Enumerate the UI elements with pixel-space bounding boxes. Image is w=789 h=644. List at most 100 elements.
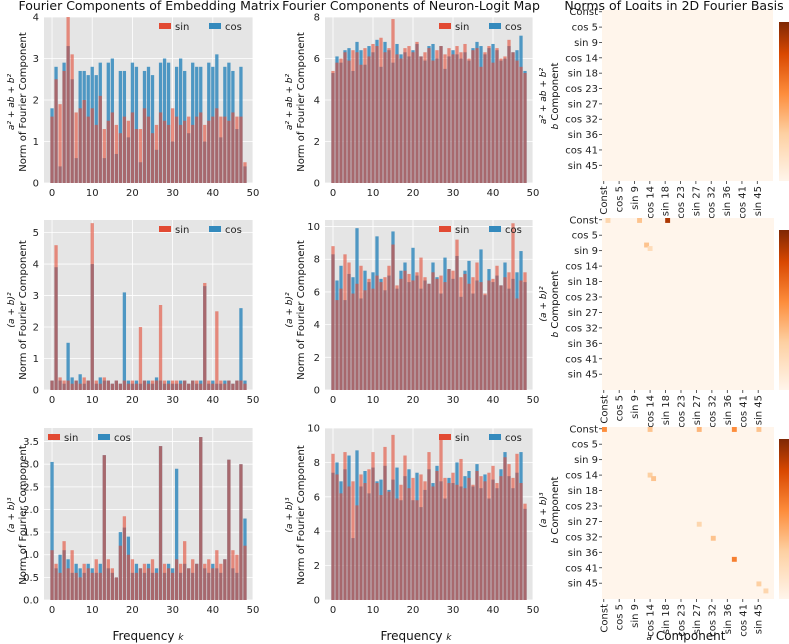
bar-sin <box>78 383 82 390</box>
bar-sin <box>199 437 203 600</box>
row-label: a² + ab + b² <box>285 74 295 131</box>
bar-sin <box>343 452 347 600</box>
x-tick-label: 20 <box>407 605 420 616</box>
bar-sin <box>243 162 247 183</box>
bar-sin <box>235 380 239 390</box>
bar-sin <box>399 58 403 183</box>
bar-sin <box>114 577 118 600</box>
bar-sin <box>195 380 199 390</box>
heat-x-tick-label: Const <box>599 604 610 633</box>
bar-cos <box>150 75 155 183</box>
bar-sin <box>463 273 467 390</box>
bar-sin <box>134 383 139 390</box>
bar-sin <box>427 48 431 183</box>
bar-sin <box>379 37 383 183</box>
bar-sin <box>130 380 135 390</box>
y-tick-label: 8 <box>314 458 320 469</box>
heat-x-tick-label: cos 5 <box>615 604 626 630</box>
bar-sin <box>511 223 515 390</box>
bar-sin <box>503 56 507 183</box>
bar-sin <box>110 383 114 390</box>
bar-sin <box>431 272 435 390</box>
bar-sin <box>62 541 66 600</box>
bar-sin <box>519 66 523 183</box>
bar-sin <box>106 559 110 600</box>
bar-sin <box>54 79 58 183</box>
heat-x-tick-label: cos 14 <box>645 186 656 219</box>
neuron-logit-panel-row1: 0 2 4 6 8 0 10 20 30 40 50 sin cos <box>314 13 540 200</box>
legend-label-cos: cos <box>505 22 522 33</box>
bar-sin <box>459 277 463 390</box>
bar-sin <box>423 481 427 600</box>
fourier-heatmap-row2: Const cos 5 sin 9 cos 14 sin 18 cos 23 sin 27 c… <box>565 215 789 428</box>
bar-sin <box>347 60 351 184</box>
x-tick-label: 50 <box>247 188 260 199</box>
bar-sin <box>179 563 183 600</box>
legend-swatch-sin <box>439 434 451 440</box>
bar-sin <box>138 327 143 390</box>
heat-y-tick-label: cos 41 <box>565 563 598 574</box>
x-tick-label: 0 <box>330 188 336 199</box>
bar-sin <box>138 129 143 183</box>
legend-label-cos: cos <box>225 22 242 33</box>
legend-label-cos: cos <box>225 225 242 236</box>
legend-swatch-sin <box>159 23 171 29</box>
heat-x-tick-label: cos 14 <box>646 604 657 637</box>
fourier-heatmap-row3: Const cos 5 sin 9 cos 14 sin 18 cos 23 sin 27 c… <box>565 424 789 637</box>
bar-sin <box>391 434 395 600</box>
heatmap-background <box>602 427 774 599</box>
legend-swatch-cos <box>98 434 110 440</box>
bar-sin <box>491 465 495 600</box>
ylabel-text: Norm of Fourier Component <box>296 445 307 585</box>
heatmap-cell <box>696 521 702 527</box>
bar-sin <box>419 56 423 183</box>
bar-sin <box>379 282 383 390</box>
bar-sin <box>355 505 359 600</box>
bar-sin <box>443 54 447 183</box>
bar-sin <box>347 262 351 390</box>
heat-y-tick-label: Const <box>569 424 598 435</box>
heat-x-tick-label: cos 32 <box>707 395 718 428</box>
bar-sin <box>239 464 243 600</box>
bar-sin <box>102 129 106 183</box>
bar-sin <box>507 272 511 390</box>
bar-sin <box>403 270 407 390</box>
bar-sin <box>158 446 163 600</box>
bar-sin <box>427 452 431 600</box>
bar-sin <box>387 265 391 390</box>
y-tick-label: 0 <box>314 179 320 190</box>
y-tick-label: 3 <box>33 54 39 65</box>
bar-sin <box>126 554 131 600</box>
x-tick-label: 40 <box>206 188 219 199</box>
heat-y-tick-label: cos 41 <box>565 354 598 365</box>
heat-y-tick-label: cos 23 <box>565 84 598 95</box>
bar-cos <box>179 58 183 183</box>
bar-sin <box>74 572 78 600</box>
bar-sin <box>191 124 195 183</box>
bar-sin <box>66 568 70 600</box>
bar-sin <box>371 288 375 390</box>
y-tick-label: 1 <box>33 354 39 365</box>
bar-sin <box>367 469 371 600</box>
bar-cos <box>50 461 54 600</box>
bar-sin <box>122 116 127 183</box>
bar-sin <box>479 282 483 390</box>
ylabel-text: Norm of Fourier Component <box>296 32 307 172</box>
bar-sin <box>363 48 367 183</box>
heat-x-tick-label: cos 41 <box>738 604 749 637</box>
bar-sin <box>499 285 503 390</box>
y-tick-label: 6 <box>314 54 320 65</box>
ylabel-text: Norm of Fourier Component <box>296 240 307 380</box>
x-tick-label: 40 <box>487 605 500 616</box>
bar-sin <box>475 48 479 183</box>
bar-sin <box>487 46 491 183</box>
x-tick-label: 50 <box>247 605 260 616</box>
x-tick-label: 40 <box>206 605 219 616</box>
x-tick-label: 40 <box>487 188 500 199</box>
xlabel-heat: a Component <box>646 629 725 643</box>
bar-sin <box>339 58 343 183</box>
heat-y-tick-label: sin 36 <box>568 548 598 559</box>
bar-sin <box>419 257 423 390</box>
heatmap-cell <box>647 472 653 478</box>
legend-swatch-sin <box>48 434 60 440</box>
